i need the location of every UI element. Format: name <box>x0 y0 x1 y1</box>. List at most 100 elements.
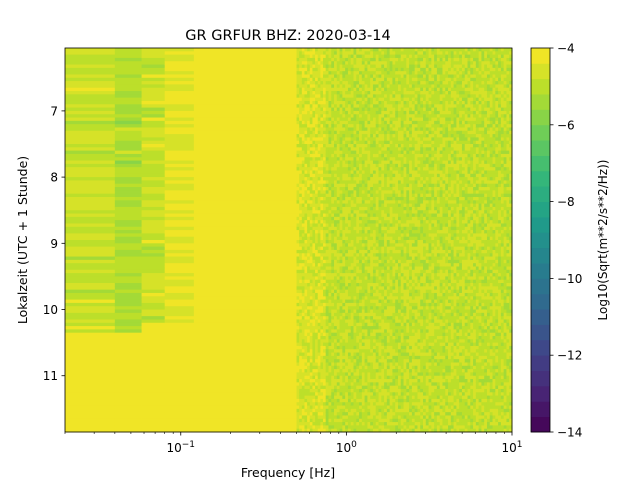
heatmap-cell <box>315 196 319 201</box>
heatmap-cell <box>353 279 357 284</box>
heatmap-cell <box>345 289 349 294</box>
heatmap-cell <box>323 51 327 56</box>
heatmap-cell <box>307 259 311 264</box>
heatmap-cell <box>325 279 329 284</box>
heatmap-cell <box>397 326 402 330</box>
heatmap-cell <box>378 114 382 119</box>
heatmap-cell <box>347 114 352 119</box>
heatmap-cell <box>315 233 319 238</box>
heatmap-cell <box>381 299 385 304</box>
heatmap-cell <box>345 398 349 403</box>
heatmap-cell <box>301 425 305 430</box>
heatmap-cell <box>384 269 388 274</box>
heatmap-cell <box>309 342 313 347</box>
heatmap-cell <box>315 326 319 330</box>
heatmap-cell <box>395 269 399 274</box>
heatmap-cell <box>389 359 393 363</box>
heatmap-cell <box>345 392 349 397</box>
heatmap-cell <box>317 157 321 162</box>
heatmap-cell <box>336 246 341 251</box>
heatmap-cell <box>381 203 385 208</box>
heatmap-cell <box>325 382 329 387</box>
heatmap-cell <box>384 372 388 377</box>
heatmap-cell <box>193 71 298 75</box>
heatmap-cell <box>296 296 300 301</box>
heatmap-cell <box>347 104 352 109</box>
heatmap-cell <box>350 336 354 340</box>
heatmap-cell <box>320 187 324 191</box>
heatmap-cell <box>336 296 341 301</box>
heatmap-cell <box>309 160 313 165</box>
heatmap-cell <box>364 286 368 291</box>
heatmap-cell <box>328 140 332 145</box>
heatmap-cell <box>345 319 349 324</box>
heatmap-cell <box>164 273 195 277</box>
heatmap-cell <box>364 167 368 171</box>
heatmap-cell <box>342 130 346 135</box>
heatmap-cell <box>370 48 374 52</box>
heatmap-cell <box>334 130 338 135</box>
heatmap-cell <box>353 259 357 264</box>
heatmap-cell <box>315 286 319 291</box>
heatmap-cell <box>309 230 313 234</box>
heatmap-cell <box>193 180 298 185</box>
heatmap-cell <box>328 246 332 251</box>
heatmap-cell <box>359 216 363 221</box>
heatmap-cell <box>296 200 300 205</box>
heatmap-cell <box>364 190 368 195</box>
heatmap-cell <box>307 388 311 393</box>
heatmap-cell <box>395 124 399 128</box>
heatmap-cell <box>331 425 335 430</box>
heatmap-cell <box>193 226 298 231</box>
heatmap-cell <box>312 127 316 132</box>
heatmap-cell <box>323 266 327 271</box>
heatmap-cell <box>334 140 338 145</box>
heatmap-cell <box>347 405 352 410</box>
heatmap-cell <box>367 302 371 307</box>
heatmap-cell <box>336 322 341 327</box>
heatmap-cell <box>359 332 363 337</box>
heatmap-cell <box>114 177 143 181</box>
heatmap-cell <box>359 48 363 52</box>
heatmap-cell <box>356 203 360 208</box>
heatmap-cell <box>364 292 368 297</box>
heatmap-cell <box>315 110 319 115</box>
heatmap-cell <box>392 223 396 228</box>
heatmap-cell <box>345 110 349 115</box>
heatmap-cell <box>307 345 311 350</box>
heatmap-cell <box>370 243 374 248</box>
heatmap-cell <box>389 193 393 198</box>
heatmap-cell <box>309 117 313 122</box>
heatmap-cell <box>323 223 327 228</box>
heatmap-cell <box>336 385 341 390</box>
heatmap-cell <box>296 345 300 350</box>
heatmap-cell <box>164 276 195 281</box>
heatmap-cell <box>372 206 377 211</box>
heatmap-cell <box>328 223 332 228</box>
heatmap-cell <box>370 206 374 211</box>
heatmap-cell <box>361 273 366 277</box>
heatmap-cell <box>397 100 402 105</box>
heatmap-cell <box>367 153 371 158</box>
heatmap-cell <box>164 428 195 433</box>
heatmap-cell <box>317 144 321 148</box>
heatmap-cell <box>328 210 332 215</box>
heatmap-cell <box>372 223 377 228</box>
heatmap-cell <box>345 210 349 215</box>
heatmap-cell <box>312 104 316 109</box>
heatmap-cell <box>323 402 327 407</box>
heatmap-cell <box>345 249 349 254</box>
heatmap-cell <box>193 233 298 238</box>
heatmap-cell <box>386 97 391 102</box>
heatmap-cell <box>307 196 311 201</box>
heatmap-cell <box>342 137 346 142</box>
heatmap-cell <box>375 110 380 115</box>
heatmap-cell <box>307 230 311 234</box>
heatmap-cell <box>378 157 382 162</box>
heatmap-cell <box>323 173 327 178</box>
heatmap-cell <box>359 71 363 75</box>
heatmap-cell <box>323 147 327 152</box>
heatmap-cell <box>328 259 332 264</box>
heatmap-cell <box>359 230 363 234</box>
heatmap-cell <box>372 134 377 138</box>
